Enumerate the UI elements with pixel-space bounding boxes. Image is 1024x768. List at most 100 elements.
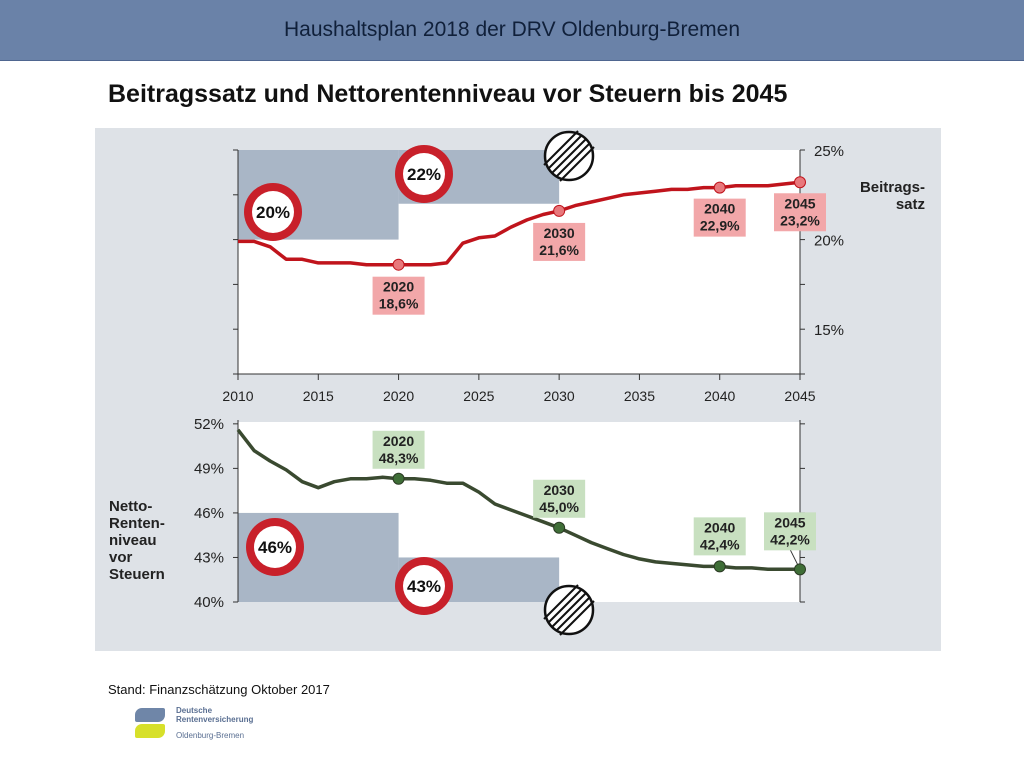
limit-sign-text: 46% xyxy=(258,538,292,557)
header-bar: Haushaltsplan 2018 der DRV Oldenburg-Bre… xyxy=(0,0,1024,61)
lower-y-axis-title: vor xyxy=(109,549,133,566)
level-marker xyxy=(553,521,566,534)
level-annotation-text: 2045 xyxy=(774,514,805,530)
limit-sign-icon: 46% xyxy=(246,518,304,576)
limit-sign-icon: 20% xyxy=(244,183,302,241)
end-sign-stripe xyxy=(543,130,579,166)
level-annotation-text: 42,2% xyxy=(770,531,810,547)
x-tick-label: 2040 xyxy=(704,388,735,404)
logo-text-line1: Deutsche xyxy=(176,706,213,715)
level-annotation-text: 45,0% xyxy=(539,499,579,515)
limit-sign-face xyxy=(252,191,294,233)
lower-y-axis-title: niveau xyxy=(109,532,157,549)
contribution-marker xyxy=(553,204,566,217)
end-of-limit-icon xyxy=(543,130,595,182)
x-tick-label: 2030 xyxy=(544,388,575,404)
contribution-annotation-text: 23,2% xyxy=(780,212,820,228)
lower-y-axis-title: Netto- xyxy=(109,498,152,515)
contribution-annotation-text: 2040 xyxy=(704,201,735,217)
end-sign-stripe xyxy=(559,146,595,182)
contribution-annotation-text: 2020 xyxy=(383,279,414,295)
limit-sign-face xyxy=(403,565,445,607)
level-annotation-box xyxy=(693,517,746,556)
lower-y-tick-label: 46% xyxy=(194,505,224,522)
slide-title: Beitragssatz und Nettorentenniveau vor S… xyxy=(108,80,788,108)
lower-y-tick-label: 49% xyxy=(194,460,224,477)
contribution-annotation-box xyxy=(693,198,746,237)
contribution-annotation-box xyxy=(372,276,425,315)
end-sign-stripe xyxy=(555,596,591,632)
level-annotation-text: 42,4% xyxy=(700,536,740,552)
upper-y-tick-label: 20% xyxy=(814,233,844,250)
lower-y-tick-label: 43% xyxy=(194,549,224,566)
x-tick-label: 2020 xyxy=(383,388,414,404)
upper-y-axis-title: satz xyxy=(896,196,925,213)
level-annotation-box xyxy=(764,512,816,551)
logo-bar-blue xyxy=(135,708,165,722)
level-marker xyxy=(392,472,405,485)
lower-y-tick-label: 40% xyxy=(194,594,224,611)
header-title: Haushaltsplan 2018 der DRV Oldenburg-Bre… xyxy=(283,18,741,41)
end-sign-stripe xyxy=(547,134,583,170)
contribution-marker xyxy=(713,181,726,194)
level-marker xyxy=(794,563,806,576)
contribution-annotation-text: 2045 xyxy=(784,195,815,211)
level-annotation-box xyxy=(372,430,425,469)
x-tick-label: 2015 xyxy=(303,388,334,404)
limit-sign-text: 20% xyxy=(256,203,290,222)
logo-text-line3: Oldenburg-Bremen xyxy=(176,731,245,740)
x-tick-label: 2035 xyxy=(624,388,655,404)
limit-sign-icon: 43% xyxy=(395,557,453,615)
contribution-annotation-box xyxy=(533,222,586,261)
end-sign-stripe xyxy=(547,588,583,624)
end-sign-stripe xyxy=(543,584,579,620)
pension-level-line xyxy=(236,428,800,572)
level-annotation-text: 2030 xyxy=(544,482,575,498)
lower-y-axis-title: Steuern xyxy=(109,566,165,583)
contribution-annotation-text: 18,6% xyxy=(379,296,419,312)
end-sign-stripe xyxy=(559,600,595,636)
x-tick-label: 2045 xyxy=(784,388,815,404)
lower-y-tick-label: 52% xyxy=(194,416,224,433)
contribution-annotation-text: 22,9% xyxy=(700,218,740,234)
level-annotation-text: 2020 xyxy=(383,433,414,449)
contribution-marker xyxy=(392,258,405,271)
end-sign-stripe xyxy=(555,142,591,178)
contribution-annotation-text: 2030 xyxy=(544,225,575,241)
x-tick-label: 2025 xyxy=(463,388,494,404)
end-of-limit-icon xyxy=(543,584,595,636)
lower-y-axis-title: Renten- xyxy=(109,515,165,532)
upper-y-axis-title: Beitrags- xyxy=(860,179,925,196)
level-annotation-text: 2040 xyxy=(704,519,735,535)
limit-sign-face xyxy=(403,153,445,195)
chart-panel: 25% 20% 15% 2010 2015 2020 2025 2030 2035 2040 204… xyxy=(95,128,941,651)
upper-y-tick-label: 25% xyxy=(814,143,844,160)
logo-text-line2: Rentenversicherung xyxy=(176,715,254,724)
limit-sign-text: 43% xyxy=(407,577,441,596)
contribution-annotation-text: 21,6% xyxy=(539,242,579,258)
contribution-marker xyxy=(794,176,806,189)
end-sign-stripe xyxy=(551,592,587,628)
contribution-rate-line xyxy=(238,180,801,267)
chart-svg: 25%20%15%2010 2015 2020 2025 2030 2035 2040 204… xyxy=(109,130,925,636)
upper-y-tick-label: 15% xyxy=(814,322,844,339)
level-marker xyxy=(713,560,726,573)
logo-bar-yellow xyxy=(135,724,165,738)
logo: Deutsche Rentenversicherung Oldenburg-Br… xyxy=(135,706,275,746)
contribution-annotation-box xyxy=(774,193,826,232)
limit-sign-icon: 22% xyxy=(395,145,453,203)
level-annotation-box xyxy=(533,479,586,518)
limit-sign-face xyxy=(254,526,296,568)
limit-sign-text: 22% xyxy=(407,165,441,184)
level-annotation-text: 48,3% xyxy=(379,450,419,466)
x-tick-label: 2010 xyxy=(222,388,253,404)
end-sign-stripe xyxy=(551,138,587,174)
